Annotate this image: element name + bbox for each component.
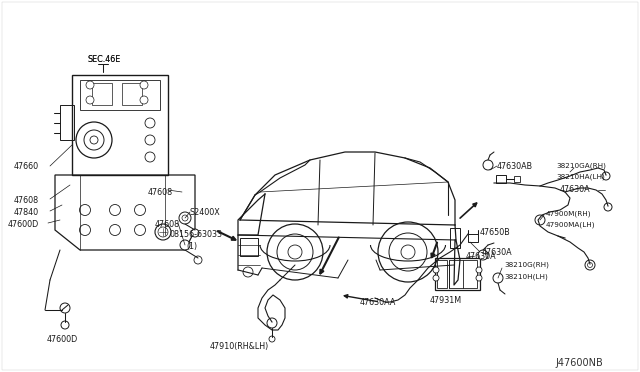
- Text: 38210G(RH): 38210G(RH): [504, 262, 549, 269]
- Circle shape: [134, 224, 145, 235]
- Circle shape: [86, 81, 94, 89]
- Circle shape: [277, 234, 313, 270]
- Circle shape: [155, 224, 171, 240]
- Bar: [72, 75, 168, 175]
- Circle shape: [588, 263, 593, 267]
- Text: (1): (1): [186, 242, 197, 251]
- Circle shape: [109, 205, 120, 215]
- Circle shape: [158, 227, 168, 237]
- Circle shape: [140, 81, 148, 89]
- Circle shape: [86, 96, 94, 104]
- Circle shape: [243, 267, 253, 277]
- Text: J47600NB: J47600NB: [555, 358, 603, 368]
- Circle shape: [602, 172, 610, 180]
- Bar: [435, 258, 480, 290]
- Bar: [496, 175, 506, 183]
- Circle shape: [140, 96, 148, 104]
- Text: SEC.46E: SEC.46E: [88, 55, 121, 64]
- Text: 47650B: 47650B: [480, 228, 511, 237]
- Circle shape: [267, 318, 277, 328]
- Circle shape: [191, 229, 199, 237]
- Bar: [449, 260, 477, 288]
- Circle shape: [476, 275, 482, 281]
- Text: 47840: 47840: [14, 208, 39, 217]
- Circle shape: [145, 152, 155, 162]
- Circle shape: [585, 260, 595, 270]
- Circle shape: [288, 245, 302, 259]
- Circle shape: [90, 136, 98, 144]
- Circle shape: [378, 222, 438, 282]
- Circle shape: [194, 256, 202, 264]
- Text: 38210GA(RH): 38210GA(RH): [556, 162, 606, 169]
- Circle shape: [389, 233, 427, 271]
- Text: 47910(RH&LH): 47910(RH&LH): [210, 342, 269, 351]
- Text: 47630A: 47630A: [466, 252, 497, 261]
- Text: 47660: 47660: [14, 162, 39, 171]
- Bar: [60, 105, 74, 140]
- Circle shape: [180, 240, 190, 250]
- Text: S2400X: S2400X: [190, 208, 221, 217]
- Circle shape: [182, 215, 188, 221]
- Bar: [80, 80, 160, 110]
- Circle shape: [483, 160, 493, 170]
- Text: 47600D: 47600D: [46, 335, 77, 344]
- Bar: [92, 83, 112, 105]
- Circle shape: [145, 135, 155, 145]
- Text: 47608: 47608: [148, 188, 173, 197]
- Text: SEC.46E: SEC.46E: [88, 55, 121, 64]
- Circle shape: [401, 245, 415, 259]
- Text: 47608: 47608: [14, 196, 39, 205]
- Text: 47600D: 47600D: [8, 220, 39, 229]
- Bar: [468, 234, 478, 242]
- Circle shape: [179, 212, 191, 224]
- Text: 47630AA: 47630AA: [360, 298, 396, 307]
- Circle shape: [79, 205, 90, 215]
- Text: 38210H(LH): 38210H(LH): [504, 273, 548, 279]
- Text: 08156-63033: 08156-63033: [170, 230, 223, 239]
- Text: 47900M(RH): 47900M(RH): [546, 210, 591, 217]
- Circle shape: [433, 267, 439, 273]
- Circle shape: [109, 224, 120, 235]
- Bar: [437, 260, 447, 288]
- Circle shape: [84, 130, 104, 150]
- Circle shape: [493, 273, 503, 283]
- Text: 38210HA(LH): 38210HA(LH): [556, 173, 605, 180]
- Circle shape: [145, 118, 155, 128]
- Text: 47630AB: 47630AB: [497, 162, 533, 171]
- Circle shape: [476, 267, 482, 273]
- Bar: [450, 228, 460, 248]
- Circle shape: [269, 336, 275, 342]
- Text: 47931M: 47931M: [430, 296, 462, 305]
- Bar: [240, 238, 258, 256]
- Circle shape: [604, 203, 612, 211]
- Circle shape: [60, 303, 70, 313]
- Text: 47608: 47608: [155, 220, 180, 229]
- Bar: [122, 83, 142, 105]
- Text: 47630A: 47630A: [560, 185, 591, 194]
- Circle shape: [134, 205, 145, 215]
- Circle shape: [61, 321, 69, 329]
- Circle shape: [535, 215, 545, 225]
- Bar: [514, 176, 520, 182]
- Circle shape: [433, 275, 439, 281]
- Circle shape: [478, 250, 488, 260]
- Text: 47630A: 47630A: [482, 248, 513, 257]
- Circle shape: [76, 122, 112, 158]
- Circle shape: [267, 224, 323, 280]
- Circle shape: [79, 224, 90, 235]
- Text: 47900MA(LH): 47900MA(LH): [546, 221, 595, 228]
